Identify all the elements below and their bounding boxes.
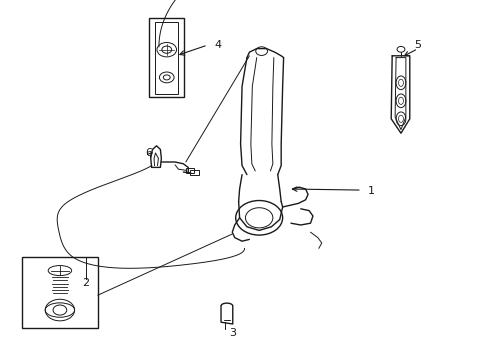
- Text: 3: 3: [228, 328, 235, 338]
- Bar: [22, 257, 98, 328]
- Bar: [149, 18, 184, 97]
- Text: 5: 5: [414, 40, 421, 50]
- Text: 1: 1: [367, 186, 374, 196]
- Bar: [189, 170, 198, 175]
- Text: 4: 4: [214, 40, 221, 50]
- Bar: [155, 22, 178, 94]
- Text: 6: 6: [145, 148, 152, 158]
- Bar: [185, 168, 193, 173]
- Text: 2: 2: [82, 278, 89, 288]
